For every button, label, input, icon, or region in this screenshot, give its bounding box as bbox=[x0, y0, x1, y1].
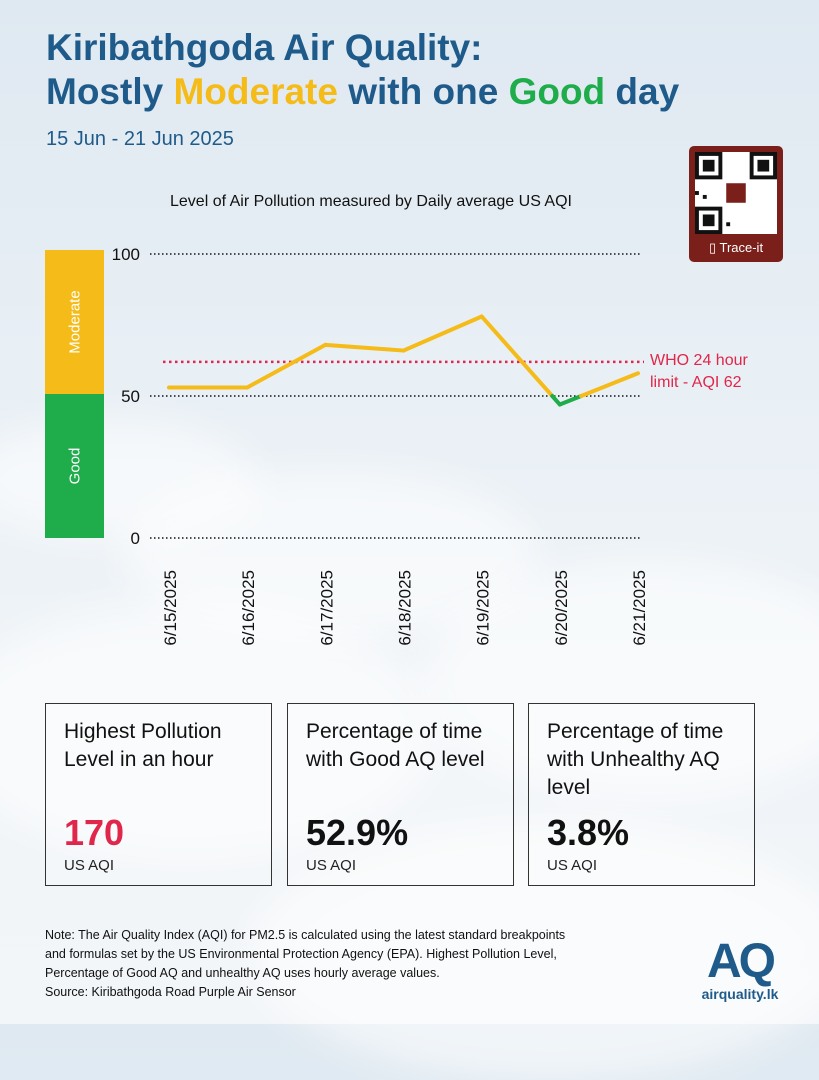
chart-title: Level of Air Pollution measured by Daily… bbox=[170, 193, 572, 210]
footnote: Note: The Air Quality Index (AQI) for PM… bbox=[45, 926, 665, 1002]
aqi-line-segment bbox=[323, 342, 406, 353]
who-limit-label: WHO 24 hour limit - AQI 62 bbox=[650, 350, 748, 394]
qr-module bbox=[702, 194, 707, 199]
qr-finder bbox=[757, 159, 770, 172]
trace-it-qr[interactable]: ▯ Trace-it bbox=[689, 146, 783, 262]
trace-it-text: Trace-it bbox=[719, 240, 764, 255]
x-tick-label: 6/16/2025 bbox=[239, 570, 258, 646]
trace-it-label: ▯ Trace-it bbox=[689, 240, 783, 256]
phone-icon: ▯ bbox=[708, 240, 717, 255]
y-tick-label: 50 bbox=[121, 387, 140, 406]
unhealthy-percentage-card: Percentage of time with Unhealthy AQ lev… bbox=[528, 703, 755, 886]
x-tick-label: 6/20/2025 bbox=[552, 570, 571, 646]
qr-module bbox=[726, 222, 731, 227]
qr-module bbox=[695, 191, 699, 195]
x-tick-label: 6/18/2025 bbox=[396, 570, 415, 646]
note-line: Note: The Air Quality Index (AQI) for PM… bbox=[45, 928, 566, 942]
aqi-line-chart: 0 50 100 6/15/2025 6/16/2025 6/17/2025 6/18/20… bbox=[112, 245, 649, 646]
card-label: Highest Pollution Level in an hour bbox=[64, 720, 222, 771]
note-line: and formulas set by the US Environmental… bbox=[45, 947, 557, 961]
x-tick-label: 6/15/2025 bbox=[161, 570, 180, 646]
card-unit: US AQI bbox=[64, 857, 115, 874]
airquality-logo[interactable]: AQ airquality.lk bbox=[690, 935, 790, 1003]
title-line2-prefix: Mostly bbox=[46, 71, 174, 112]
aq-logo-mark: AQ bbox=[707, 935, 776, 988]
qr-center-logo bbox=[726, 183, 746, 203]
title-line2-suffix: day bbox=[605, 71, 680, 112]
card-unit: US AQI bbox=[547, 857, 598, 874]
note-line: Percentage of Good AQ and unhealthy AQ u… bbox=[45, 966, 440, 980]
qr-code bbox=[695, 152, 777, 234]
date-range: 15 Jun - 21 Jun 2025 bbox=[46, 128, 234, 150]
highest-pollution-card: Highest Pollution Level in an hour 170 U… bbox=[45, 703, 272, 886]
title-line2-middle: with one bbox=[337, 71, 509, 112]
title-good: Good bbox=[508, 71, 606, 112]
card-value: 52.9% bbox=[306, 812, 409, 853]
aqi-line-segment bbox=[557, 394, 584, 407]
title-line1: Kiribathgoda Air Quality: bbox=[46, 27, 483, 68]
source-line: Source: Kiribathgoda Road Purple Air Sen… bbox=[45, 985, 296, 999]
qr-finder bbox=[702, 214, 715, 227]
good-band: Good bbox=[45, 394, 104, 538]
card-unit: US AQI bbox=[306, 857, 357, 874]
card-label: Percentage of time with Good AQ level bbox=[306, 720, 485, 771]
aqi-line-segment bbox=[579, 371, 640, 398]
card-label: Percentage of time with Unhealthy AQ lev… bbox=[547, 720, 724, 799]
card-value: 3.8% bbox=[547, 812, 630, 853]
aqi-line-segment bbox=[479, 314, 555, 398]
who-limit-line1: WHO 24 hour bbox=[650, 352, 748, 369]
who-limit-line2: limit - AQI 62 bbox=[650, 374, 742, 391]
good-percentage-card: Percentage of time with Good AQ level 52… bbox=[287, 703, 514, 886]
x-tick-label: 6/19/2025 bbox=[474, 570, 493, 646]
title-moderate: Moderate bbox=[173, 71, 338, 112]
aqi-line-segment bbox=[245, 342, 328, 390]
y-tick-label: 100 bbox=[112, 245, 140, 264]
x-tick-label: 6/17/2025 bbox=[317, 570, 336, 646]
qr-finder bbox=[702, 159, 715, 172]
x-tick-label: 6/21/2025 bbox=[630, 570, 649, 646]
page-title: Kiribathgoda Air Quality: Mostly Moderat… bbox=[46, 26, 679, 114]
y-tick-label: 0 bbox=[131, 529, 140, 548]
aqi-line-segment bbox=[401, 314, 484, 353]
card-value: 170 bbox=[64, 812, 125, 853]
logo-domain: airquality.lk bbox=[701, 986, 779, 1002]
moderate-band: Moderate bbox=[45, 250, 104, 394]
